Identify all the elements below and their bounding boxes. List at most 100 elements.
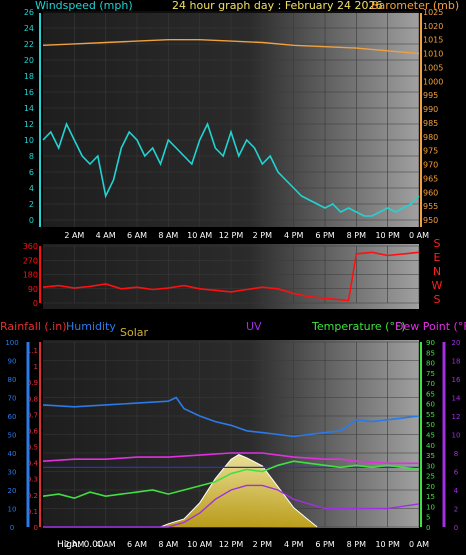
barometer-tick: 985 (423, 119, 438, 128)
humidity-tick: 70 (8, 395, 17, 403)
wind-speed-tick: 2 (29, 200, 34, 209)
wind-series (42, 39, 420, 217)
uv-tick: 18 (452, 358, 461, 366)
wind-speed-tick: 24 (24, 24, 34, 33)
direction-grid (43, 245, 420, 304)
barometer-ticks: 950 955 960 965 970 975 980 985 990 995 1000 1005 10… (420, 8, 443, 227)
multi-time-tick: 2 AM (64, 540, 84, 549)
temperature-tick: 35 (426, 452, 435, 460)
direction-line (42, 251, 420, 302)
barometer-tick: 1025 (423, 8, 443, 17)
rain-tick: 0.3 (27, 476, 38, 484)
rain-tick: 1 (34, 363, 38, 371)
uv-tick: 6 (454, 469, 459, 477)
barometer-tick: 1010 (423, 50, 443, 59)
rain-tick: 0.1 (27, 508, 38, 516)
wind-time-tick: 2 AM (64, 231, 84, 240)
wind-line (42, 121, 420, 217)
barometer-tick: 980 (423, 133, 438, 142)
humidity-tick: 40 (8, 450, 17, 458)
solar-axis-label: Solar (120, 326, 149, 339)
temperature-tick: 55 (426, 411, 435, 419)
barometer-tick: 975 (423, 147, 438, 156)
temperature-tick: 40 (426, 442, 435, 450)
barometer-tick: 995 (423, 91, 438, 100)
humidity-tick: 30 (8, 469, 17, 477)
temperature-tick: 5 (426, 514, 430, 522)
multi-time-tick: 6 PM (315, 540, 334, 549)
humidity-tick: 90 (8, 358, 17, 366)
temperature-tick: 90 (426, 339, 435, 347)
wind-time-tick: 4 PM (284, 231, 303, 240)
direction-tick: 180 (23, 271, 38, 280)
rain-tick: 0.6 (27, 427, 39, 435)
rain-tick: 0.9 (27, 379, 38, 387)
multi-time-tick: 0 AM (409, 540, 429, 549)
temperature-tick: 0 (426, 524, 430, 532)
rain-tick: 0 (34, 524, 38, 532)
humidity-tick: 10 (8, 506, 17, 514)
uv-tick: 2 (454, 506, 458, 514)
barometer-tick: 1020 (423, 22, 443, 31)
wind-speed-tick: 8 (29, 152, 34, 161)
compass-letter: N (433, 265, 441, 278)
temperature-tick: 85 (426, 349, 435, 357)
multi-time-tick: 12 PM (219, 540, 244, 549)
wind-speed-tick: 14 (24, 104, 34, 113)
humidity-tick: 100 (5, 339, 18, 347)
barometer-tick: 990 (423, 105, 438, 114)
multi-series (42, 396, 420, 528)
compass-letter: W (432, 279, 443, 292)
multi-time-tick: 2 PM (253, 540, 272, 549)
rain-tick: 0.7 (27, 411, 38, 419)
barometer-axis-label: Barometer (mb) (371, 0, 459, 12)
uv-line (43, 484, 420, 528)
wind-speed-tick: 4 (29, 184, 34, 193)
barometer-tick: 965 (423, 174, 438, 183)
multi-time-tick: 8 PM (347, 540, 366, 549)
multi-time-tick: 4 PM (284, 540, 303, 549)
rain-tick: 0.2 (27, 492, 38, 500)
barometer-line (42, 39, 420, 55)
temperature-tick: 80 (426, 360, 435, 368)
temperature-tick: 30 (426, 462, 435, 470)
direction-ticks: 0 90 180 270 360 (23, 242, 41, 308)
wind-speed-tick: 6 (29, 168, 34, 177)
rain-tick: 1.1 (27, 347, 38, 355)
wind-time-ticks: 2 AM 4 AM 6 AM 8 AM 10 AM 12 PM 2 PM 4 PM 6 PM 8 … (64, 231, 429, 240)
direction-series (42, 251, 420, 302)
wind-time-tick: 2 PM (253, 231, 272, 240)
uv-axis-label: UV (246, 320, 262, 333)
uv-tick: 0 (454, 524, 458, 532)
barometer-tick: 960 (423, 188, 438, 197)
uv-tick: 16 (452, 376, 461, 384)
temperature-tick: 75 (426, 370, 435, 378)
wind-speed-tick: 12 (24, 120, 34, 129)
temperature-tick: 65 (426, 390, 435, 398)
wind-speed-tick: 18 (24, 72, 34, 81)
humidity-axis-label: Humidity (66, 320, 116, 333)
wind-grid (43, 11, 420, 227)
temperature-axis-label: Temperature (°F) (311, 320, 406, 333)
multi-time-tick: 4 AM (96, 540, 116, 549)
compass-letter: E (434, 251, 441, 264)
rainfall-axis-label: Rainfall (.in) (0, 320, 67, 333)
multi-time-tick: 8 AM (158, 540, 178, 549)
humidity-tick: 20 (8, 487, 17, 495)
wind-speed-tick: 16 (24, 88, 34, 97)
multi-ticks: 010203040506070809010000.10.20.30.40.50.… (5, 339, 461, 532)
direction-tick: 360 (23, 242, 38, 251)
temperature-line (42, 460, 420, 500)
dewpoint-line (42, 452, 419, 465)
uv-tick: 4 (454, 487, 459, 495)
wind-time-tick: 8 PM (347, 231, 366, 240)
windspeed-axis-label: Windspeed (mph) (35, 0, 133, 12)
multi-time-tick: 10 PM (375, 540, 400, 549)
high-corner-label: High: 0.00 (57, 540, 104, 550)
direction-tick: 270 (23, 256, 38, 265)
compass-letter: S (434, 293, 441, 306)
barometer-tick: 955 (423, 202, 438, 211)
barometer-tick: 970 (423, 161, 438, 170)
